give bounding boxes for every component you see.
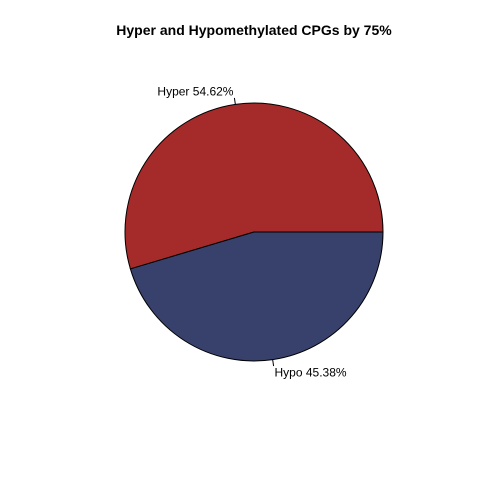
chart-title: Hyper and Hypomethylated CPGs by 75% — [116, 22, 392, 38]
leader-line-hyper — [233, 97, 236, 105]
pie-labels: Hyper 54.62% Hypo 45.38% — [157, 85, 346, 380]
leader-line-hypo — [272, 359, 275, 367]
slice-label-hypo: Hypo 45.38% — [275, 365, 347, 379]
pie-slice-hyper — [124, 102, 384, 270]
pie-slices — [124, 102, 384, 362]
pie-slice-hypo — [129, 231, 384, 362]
slice-label-hyper: Hyper 54.62% — [157, 85, 233, 99]
